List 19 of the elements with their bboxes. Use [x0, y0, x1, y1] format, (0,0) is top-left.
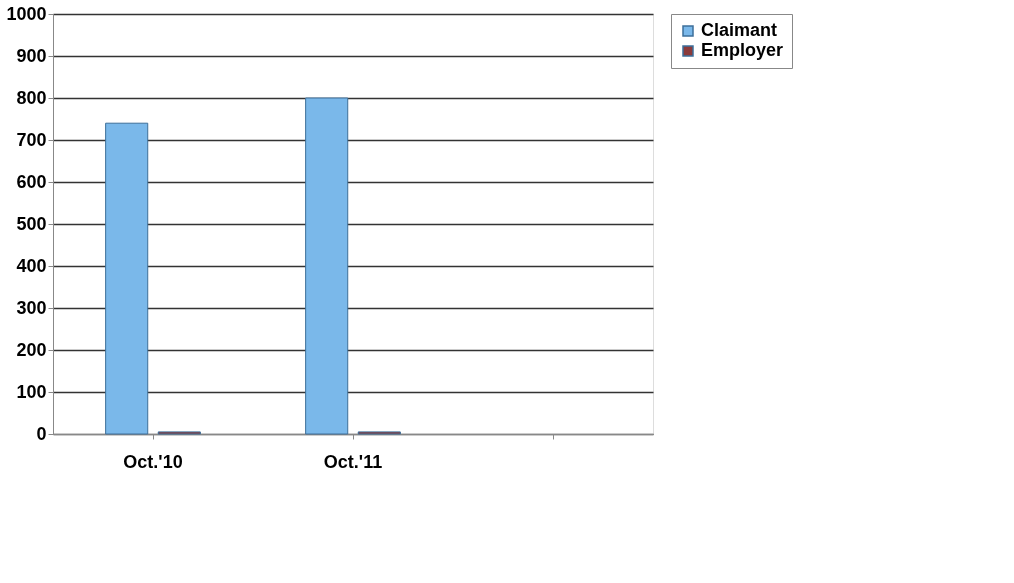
- y-tick-label: 0: [36, 423, 47, 444]
- legend-label: Employer: [701, 40, 784, 60]
- x-tick-label: Oct.'11: [323, 451, 383, 472]
- y-tick-label: 600: [16, 171, 47, 192]
- x-tick-label: Oct.'10: [123, 451, 183, 472]
- bar: [157, 431, 201, 435]
- y-tick-label: 700: [16, 129, 47, 150]
- y-tick-label: 300: [16, 297, 47, 318]
- y-tick-label: 500: [16, 213, 47, 234]
- y-tick-label: 400: [16, 255, 47, 276]
- y-tick-label: 1000: [6, 3, 47, 24]
- y-tick-label: 200: [16, 339, 47, 360]
- bar: [105, 122, 149, 435]
- y-tick-label: 800: [16, 87, 47, 108]
- bar: [357, 431, 401, 435]
- y-tick-label: 100: [16, 381, 47, 402]
- legend-label: Claimant: [701, 20, 778, 40]
- bar: [305, 97, 349, 435]
- y-tick-label: 900: [16, 45, 47, 66]
